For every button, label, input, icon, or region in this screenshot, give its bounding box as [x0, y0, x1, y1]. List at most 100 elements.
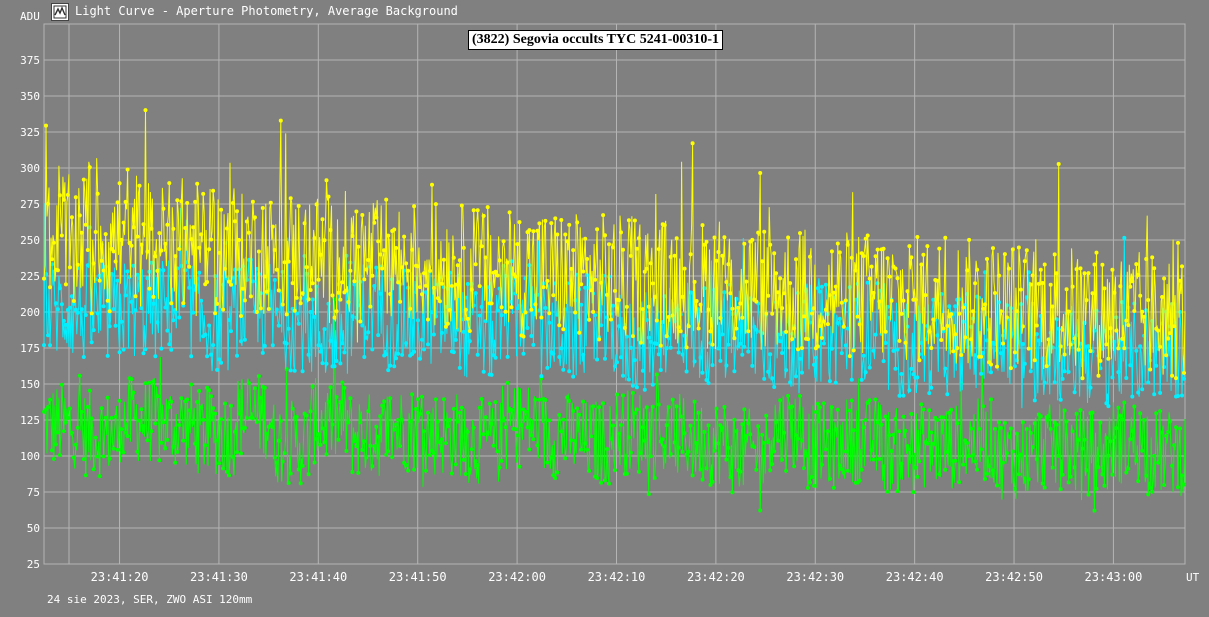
green-series-point	[583, 441, 588, 446]
yellow-series-point	[640, 307, 645, 312]
cyan-series-point	[843, 343, 848, 348]
green-series-point	[69, 430, 74, 435]
green-series-point	[561, 417, 566, 422]
yellow-series-point	[724, 280, 729, 284]
cyan-series-point	[388, 363, 393, 368]
yellow-series-point	[646, 304, 651, 309]
green-series-point	[497, 465, 502, 470]
yellow-series-point	[873, 254, 878, 259]
yellow-series-point	[867, 276, 872, 281]
y-tick-label: 300	[20, 162, 40, 175]
green-series-point	[362, 439, 367, 444]
green-series-point	[945, 449, 950, 454]
green-series-point	[475, 463, 480, 468]
cyan-series-point	[621, 373, 625, 378]
cyan-series-point	[740, 352, 745, 357]
yellow-series-point	[328, 228, 333, 232]
cyan-series-point	[439, 330, 444, 335]
green-series-point	[1094, 486, 1099, 491]
green-series-point	[694, 441, 699, 445]
cyan-series-point	[732, 369, 737, 374]
green-series-point	[53, 442, 58, 447]
yellow-series-point	[167, 181, 172, 186]
yellow-series-point	[849, 255, 854, 260]
yellow-series-point	[694, 299, 699, 303]
yellow-series-point	[975, 267, 980, 272]
cyan-series-point	[547, 320, 552, 325]
green-series-point	[125, 434, 130, 439]
green-series-point	[1140, 448, 1145, 453]
cyan-series-point	[817, 289, 822, 294]
cyan-series-point	[113, 323, 118, 328]
green-series-point	[185, 397, 190, 402]
green-series-point	[1090, 410, 1095, 415]
green-series-point	[1002, 420, 1007, 425]
yellow-series-point	[515, 242, 520, 247]
yellow-series-point	[394, 246, 399, 250]
green-series-point	[1048, 427, 1053, 431]
yellow-series-point	[825, 322, 830, 327]
yellow-series-point	[939, 338, 944, 342]
green-series-point	[752, 445, 757, 449]
cyan-series-point	[873, 332, 878, 337]
yellow-series-point	[85, 248, 90, 252]
yellow-series-point	[851, 348, 856, 353]
green-series-point	[433, 397, 438, 402]
green-series-point	[555, 470, 560, 475]
yellow-series-point	[567, 222, 572, 227]
cyan-series-point	[46, 333, 50, 338]
yellow-series-point	[674, 236, 679, 241]
green-series-point	[674, 404, 679, 409]
yellow-series-point	[173, 254, 178, 259]
cyan-series-point	[322, 327, 327, 332]
yellow-series-point	[143, 108, 148, 113]
cyan-series-point	[989, 370, 993, 375]
cyan-series-point	[766, 369, 771, 374]
cyan-series-point	[1104, 401, 1109, 406]
cyan-series-point	[794, 374, 798, 379]
green-series-point	[217, 461, 222, 466]
yellow-series-point	[101, 268, 106, 273]
y-tick-label: 275	[20, 198, 40, 211]
cyan-series-point	[493, 355, 498, 360]
green-series-point	[288, 471, 293, 476]
cyan-series-point	[151, 301, 156, 306]
green-series-point	[422, 429, 426, 434]
yellow-series-point	[919, 262, 924, 267]
cyan-series-point	[179, 264, 184, 268]
green-series-point	[927, 408, 932, 413]
cyan-series-point	[1056, 326, 1061, 331]
yellow-series-point	[654, 318, 659, 323]
yellow-series-point	[1001, 341, 1005, 346]
yellow-series-point	[207, 247, 212, 252]
green-series-point	[300, 464, 305, 468]
yellow-series-point	[1116, 346, 1121, 351]
green-series-point	[1026, 477, 1031, 482]
cyan-series-point	[883, 341, 888, 345]
cyan-series-point	[1010, 331, 1015, 336]
green-series-point	[859, 467, 864, 472]
green-series-point	[698, 467, 703, 472]
green-series-point	[770, 462, 775, 467]
green-series-point	[219, 417, 224, 422]
yellow-series-point	[704, 239, 709, 244]
green-series-point	[656, 402, 661, 407]
y-tick-label: 175	[20, 342, 40, 355]
yellow-series-point	[778, 276, 783, 281]
green-series-point	[754, 467, 759, 472]
yellow-series-point	[955, 346, 960, 351]
cyan-series-point	[861, 353, 866, 358]
cyan-series-point	[300, 369, 305, 374]
yellow-series-point	[658, 343, 663, 348]
yellow-series-point	[553, 216, 558, 221]
yellow-series-point	[843, 298, 848, 303]
green-series-point	[175, 449, 180, 454]
cyan-series-point	[163, 305, 168, 310]
cyan-series-point	[909, 366, 914, 371]
yellow-series-point	[73, 195, 78, 200]
green-series-point	[678, 414, 683, 419]
green-series-point	[165, 437, 170, 442]
green-series-point	[274, 460, 279, 465]
cyan-series-point	[360, 323, 365, 328]
yellow-series-point	[107, 309, 112, 314]
